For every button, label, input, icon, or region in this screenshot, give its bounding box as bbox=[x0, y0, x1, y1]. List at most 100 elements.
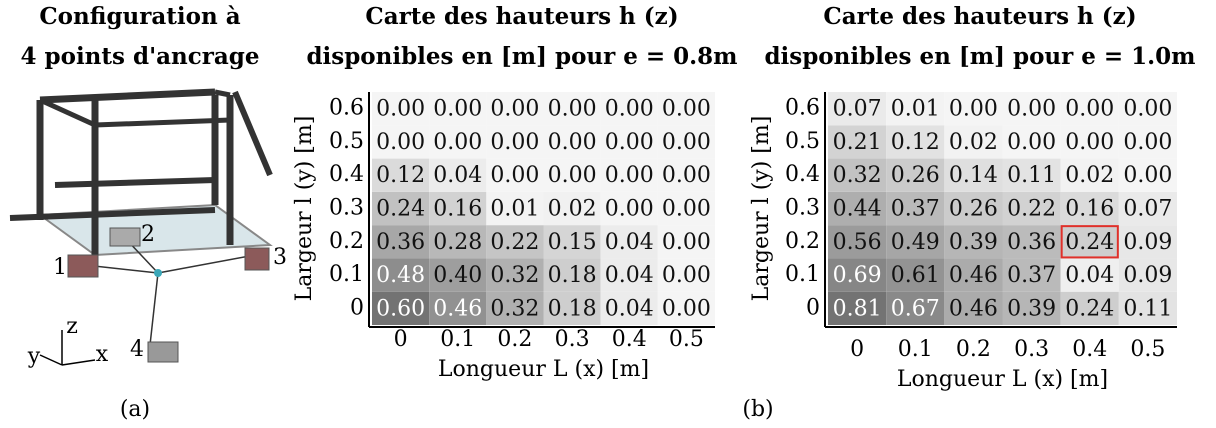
heat-cell bbox=[429, 158, 487, 192]
cell-label: 0.04 bbox=[605, 296, 654, 321]
cell-label: 0.16 bbox=[1065, 197, 1114, 222]
cell-label: 0.26 bbox=[891, 163, 940, 188]
cell-label: 0.09 bbox=[1123, 263, 1172, 288]
cell-label: 0.81 bbox=[833, 296, 882, 321]
cell-label: 0.00 bbox=[376, 97, 425, 122]
y-tick-label: 0.4 bbox=[785, 162, 820, 187]
cell-label: 0.00 bbox=[548, 130, 597, 155]
cell-label: 0.00 bbox=[548, 97, 597, 122]
cell-label: 0.44 bbox=[833, 197, 882, 222]
config-title: Configuration à bbox=[39, 3, 240, 30]
heat-cell bbox=[886, 158, 945, 192]
cell-label: 0.39 bbox=[1007, 296, 1056, 321]
cell-label: 0.18 bbox=[548, 296, 597, 321]
cell-label: 0.37 bbox=[1007, 263, 1056, 288]
cell-label: 0.24 bbox=[376, 197, 425, 222]
anchor-label: 1 bbox=[53, 255, 67, 280]
heat-cell bbox=[429, 125, 487, 159]
heat-cell bbox=[372, 125, 430, 159]
cell-label: 0.04 bbox=[605, 263, 654, 288]
heat-cell bbox=[543, 225, 601, 259]
heat-cell bbox=[486, 92, 544, 126]
y-tick-label: 0.3 bbox=[785, 196, 820, 221]
chart-title: disponibles en [m] pour e = 0.8m bbox=[306, 43, 737, 70]
heat-cell bbox=[828, 92, 887, 126]
heat-cell bbox=[657, 191, 715, 226]
cell-label: 0.24 bbox=[1065, 296, 1114, 321]
heat-cell bbox=[372, 158, 430, 192]
cell-label: 0.07 bbox=[833, 97, 882, 122]
cell-label: 0.12 bbox=[891, 130, 940, 155]
heat-cell bbox=[543, 92, 601, 126]
y-tick-label: 0.4 bbox=[329, 162, 364, 187]
heat-cell bbox=[886, 225, 945, 259]
config-title: 4 points d'ancrage bbox=[21, 43, 260, 70]
heat-cell bbox=[1060, 191, 1119, 226]
y-tick-label: 0 bbox=[350, 295, 364, 320]
x-tick-label: 0.2 bbox=[497, 327, 532, 352]
cell-label: 0.01 bbox=[490, 197, 539, 222]
cell-label: 0.46 bbox=[949, 296, 998, 321]
heat-cell bbox=[600, 258, 658, 292]
heat-cell bbox=[657, 125, 715, 159]
heat-cell bbox=[1060, 291, 1119, 325]
cell-label: 0.24 bbox=[1065, 230, 1114, 255]
cell-label: 0.32 bbox=[490, 263, 539, 288]
heat-cell bbox=[543, 291, 601, 325]
cell-label: 0.11 bbox=[1123, 296, 1172, 321]
heat-cell bbox=[1002, 258, 1061, 292]
cell-label: 0.04 bbox=[433, 163, 482, 188]
y-tick-label: 0.1 bbox=[785, 262, 820, 287]
cell-label: 0.18 bbox=[548, 263, 597, 288]
cell-label: 0.00 bbox=[1065, 97, 1114, 122]
heat-cell bbox=[1060, 125, 1119, 159]
heat-cell bbox=[600, 225, 658, 259]
heat-cell bbox=[486, 291, 544, 325]
cell-label: 0.49 bbox=[891, 230, 940, 255]
x-tick-label: 0.3 bbox=[555, 327, 590, 352]
heat-cell bbox=[828, 291, 887, 325]
heat-cell bbox=[886, 291, 945, 325]
x-tick-label: 0 bbox=[394, 327, 408, 352]
heat-cell bbox=[944, 258, 1003, 292]
cell-label: 0.11 bbox=[1007, 163, 1056, 188]
cell-label: 0.00 bbox=[662, 163, 711, 188]
axis-label: z bbox=[66, 314, 78, 339]
chart-title: Carte des hauteurs h (z) bbox=[365, 3, 678, 30]
cell-label: 0.22 bbox=[1007, 197, 1056, 222]
heat-cell bbox=[372, 92, 430, 126]
anchor-label: 2 bbox=[141, 222, 155, 247]
cell-label: 0.26 bbox=[949, 197, 998, 222]
heat-cell bbox=[429, 225, 487, 259]
heat-cell bbox=[944, 225, 1003, 259]
heat-cell bbox=[486, 225, 544, 259]
heat-cell bbox=[1060, 225, 1119, 259]
cell-label: 0.67 bbox=[891, 296, 940, 321]
cell-label: 0.00 bbox=[433, 130, 482, 155]
heat-cell bbox=[486, 191, 544, 226]
cell-label: 0.69 bbox=[833, 263, 882, 288]
anchor-label: 3 bbox=[273, 245, 287, 270]
heat-cell bbox=[600, 191, 658, 226]
heat-cell bbox=[486, 158, 544, 192]
heat-cell bbox=[486, 125, 544, 159]
cell-label: 0.00 bbox=[490, 97, 539, 122]
heat-cell bbox=[1118, 258, 1177, 292]
heat-cell bbox=[600, 125, 658, 159]
y-tick-label: 0.1 bbox=[329, 262, 364, 287]
heat-cell bbox=[886, 92, 945, 126]
cell-label: 0.28 bbox=[433, 230, 482, 255]
heat-cell bbox=[372, 225, 430, 259]
heat-cell bbox=[543, 158, 601, 192]
heat-cell bbox=[828, 125, 887, 159]
cell-label: 0.04 bbox=[605, 230, 654, 255]
cell-label: 0.00 bbox=[1123, 163, 1172, 188]
heat-cell bbox=[600, 158, 658, 192]
axis-label: y bbox=[27, 344, 41, 369]
x-axis-label: Longueur L (x) [m] bbox=[897, 367, 1108, 392]
y-tick-label: 0 bbox=[806, 295, 820, 320]
heat-cell bbox=[1002, 191, 1061, 226]
cell-label: 0.02 bbox=[548, 197, 597, 222]
cell-label: 0.40 bbox=[433, 263, 482, 288]
